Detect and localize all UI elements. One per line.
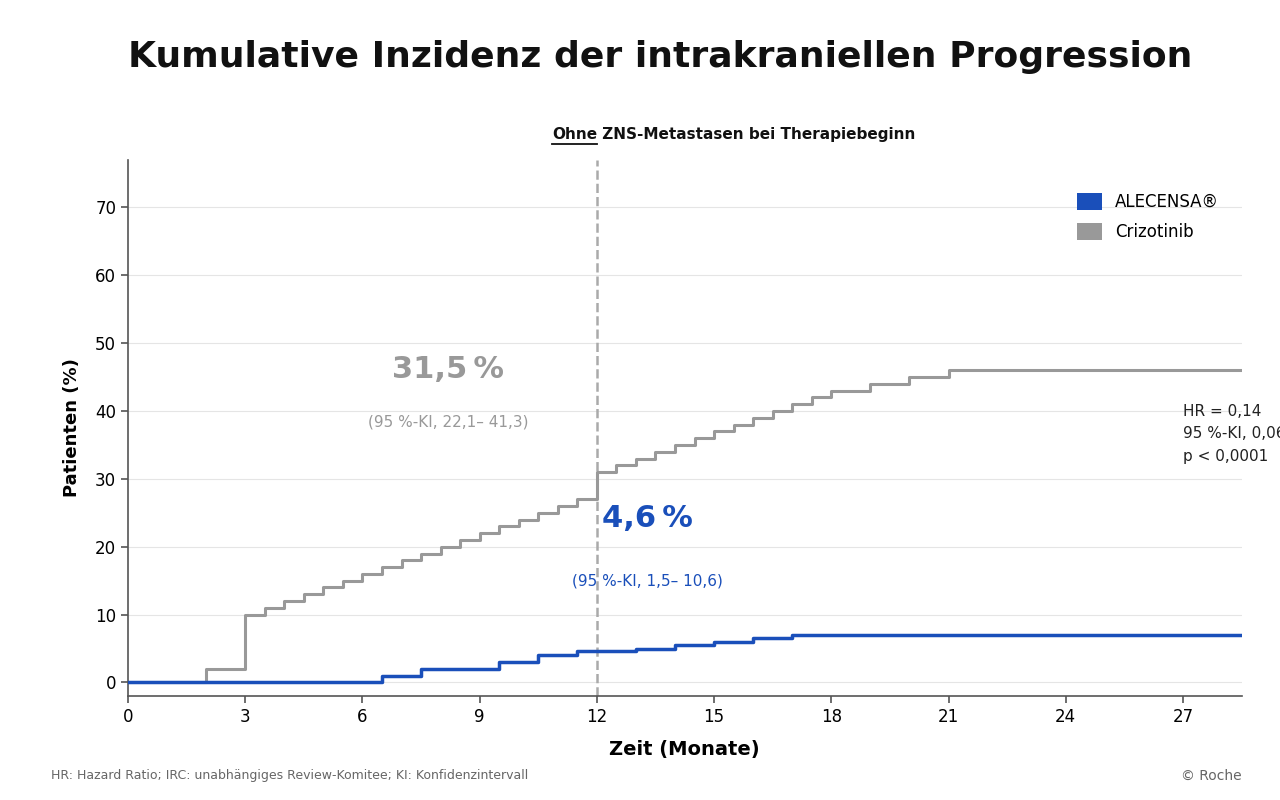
Y-axis label: Patienten (%): Patienten (%) <box>63 358 81 498</box>
Text: 31,5 %: 31,5 % <box>393 355 504 384</box>
Text: (95 %-KI, 22,1– 41,3): (95 %-KI, 22,1– 41,3) <box>369 414 529 430</box>
Legend: ALECENSA®, Crizotinib: ALECENSA®, Crizotinib <box>1069 185 1228 249</box>
Text: (95 %-KI, 1,5– 10,6): (95 %-KI, 1,5– 10,6) <box>572 574 723 589</box>
Text: Kumulative Inzidenz der intrakraniellen Progression: Kumulative Inzidenz der intrakraniellen … <box>128 40 1193 74</box>
X-axis label: Zeit (Monate): Zeit (Monate) <box>609 740 760 758</box>
Text: ZNS-Metastasen bei Therapiebeginn: ZNS-Metastasen bei Therapiebeginn <box>596 127 915 142</box>
Text: 4,6 %: 4,6 % <box>603 504 692 533</box>
Text: HR: Hazard Ratio; IRC: unabhängiges Review-Komitee; KI: Konfidenzintervall: HR: Hazard Ratio; IRC: unabhängiges Revi… <box>51 770 529 782</box>
Text: Ohne: Ohne <box>552 127 596 142</box>
Text: HR = 0,14
95 %-KI, 0,06– 0,33
p < 0,0001: HR = 0,14 95 %-KI, 0,06– 0,33 p < 0,0001 <box>1183 404 1280 464</box>
Text: © Roche: © Roche <box>1181 768 1242 782</box>
